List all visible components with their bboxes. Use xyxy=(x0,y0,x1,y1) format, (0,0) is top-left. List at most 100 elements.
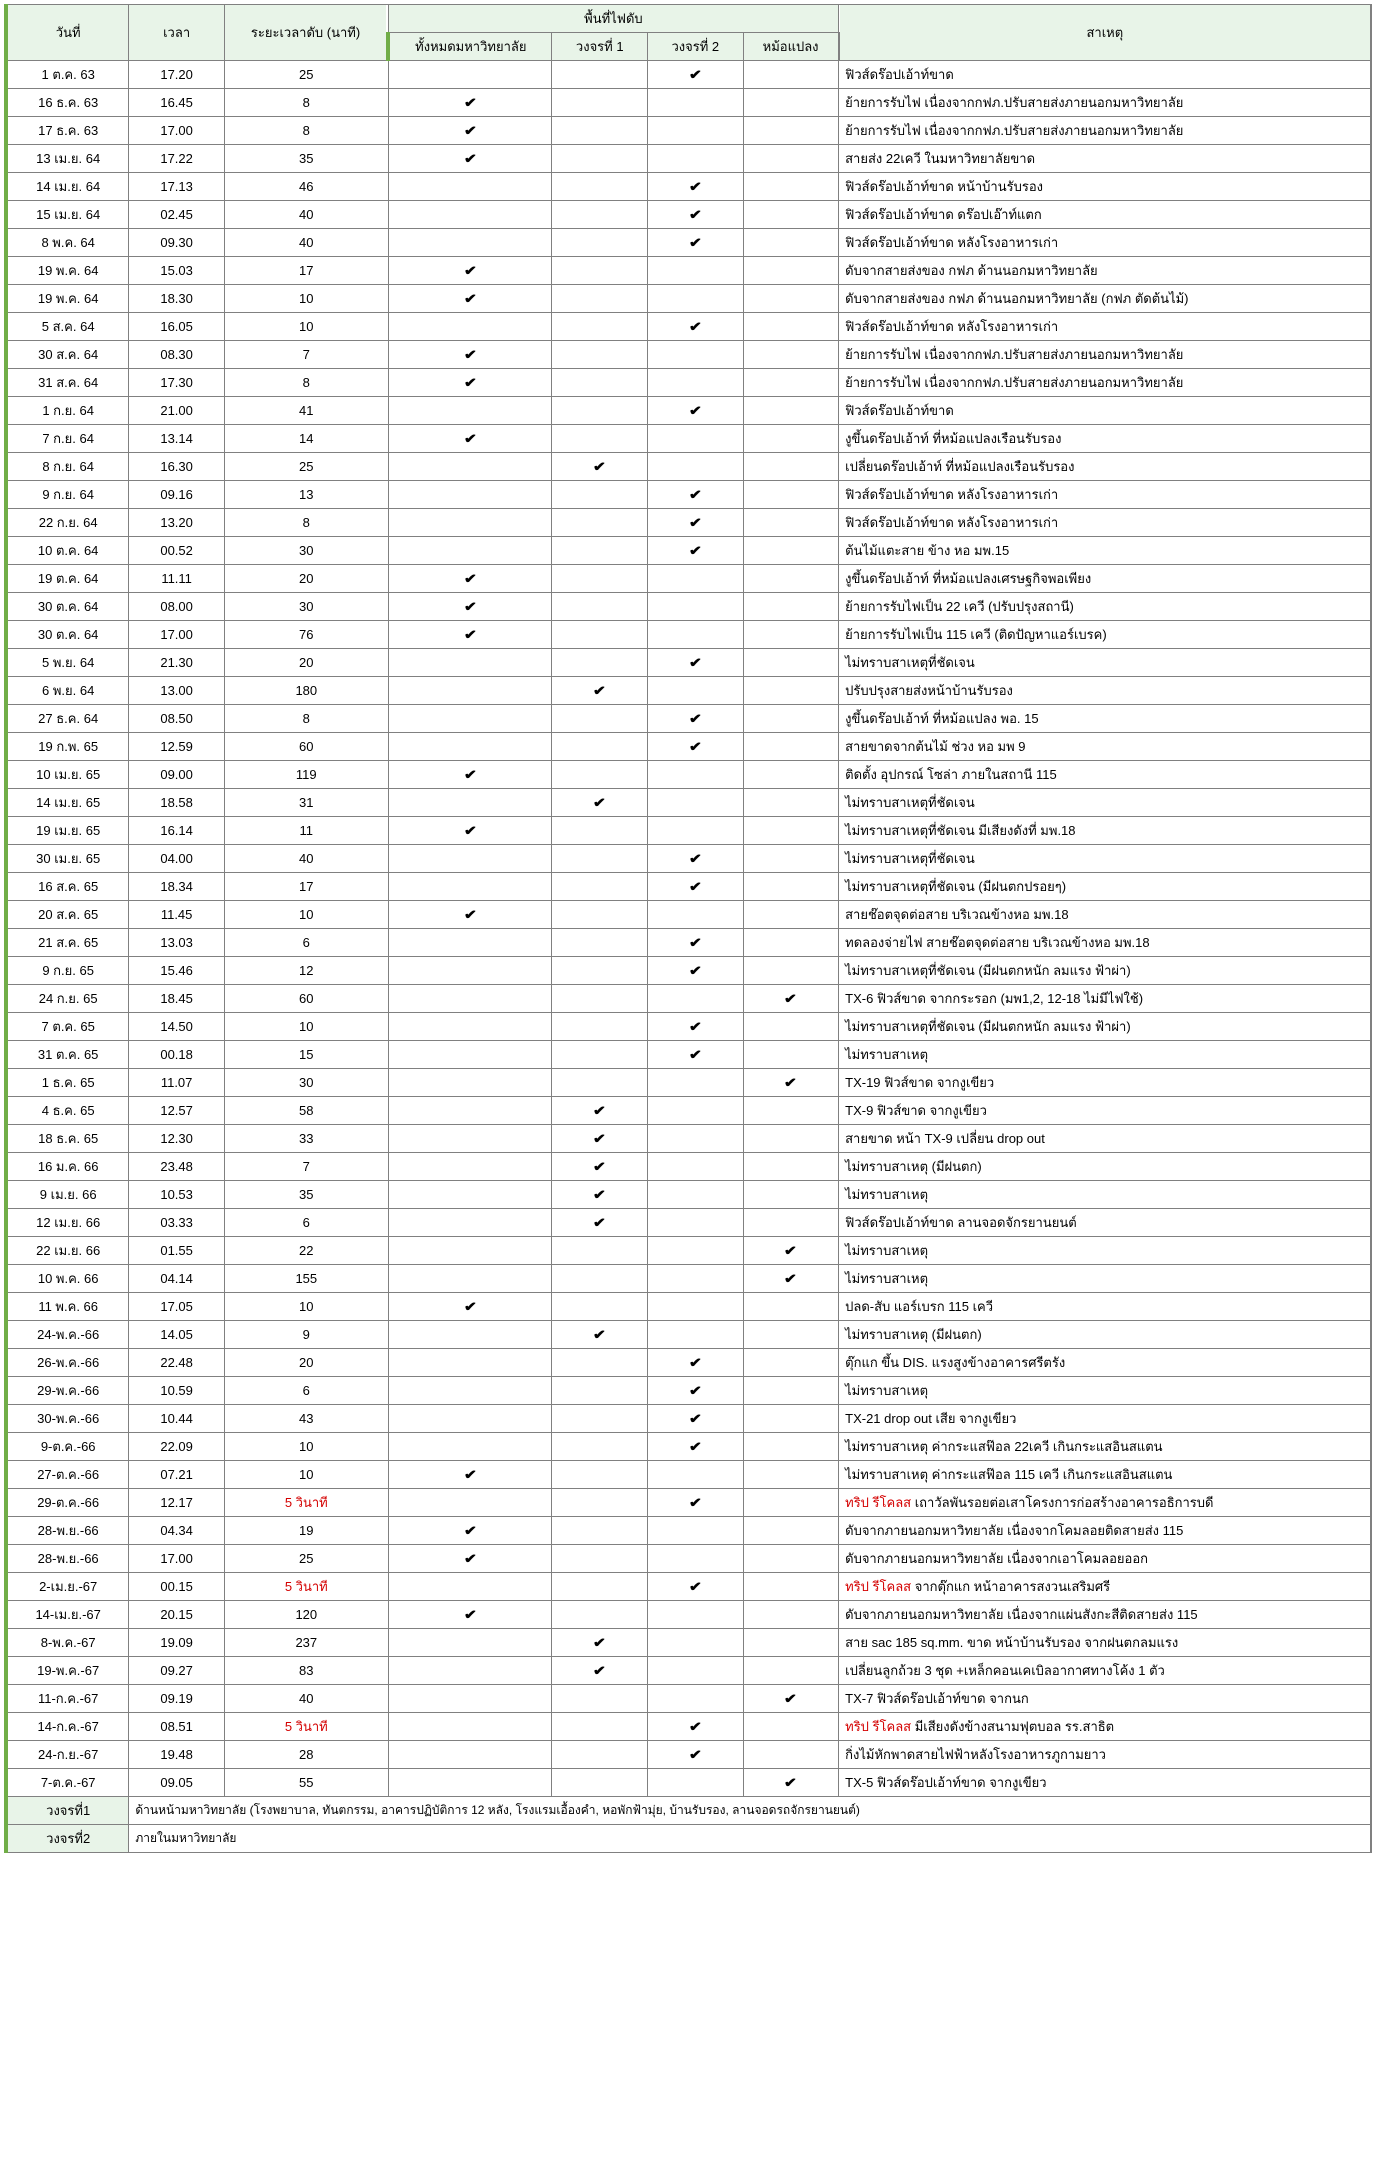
cell-area xyxy=(743,1545,839,1573)
cell-time: 16.05 xyxy=(129,313,225,341)
cell-reason: ย้ายการรับไฟเป็น 115 เควี (ติดปัญหาแอร์เ… xyxy=(839,621,1371,649)
cell-duration: 46 xyxy=(224,173,388,201)
cell-area xyxy=(648,1545,744,1573)
cell-duration: 10 xyxy=(224,1293,388,1321)
cell-date: 10 เม.ย. 65 xyxy=(6,761,129,789)
cell-area xyxy=(743,901,839,929)
table-row: 30 ส.ค. 6408.307✔ย้ายการรับไฟ เนื่องจากก… xyxy=(6,341,1371,369)
cell-reason: งูขึ้นดร๊อปเอ้าท์ ที่หม้อแปลงเศรษฐกิจพอเ… xyxy=(839,565,1371,593)
cell-area xyxy=(388,789,552,817)
cell-time: 00.18 xyxy=(129,1041,225,1069)
cell-duration: 7 xyxy=(224,341,388,369)
check-icon: ✔ xyxy=(464,571,477,587)
cell-date: 24-พ.ค.-66 xyxy=(6,1321,129,1349)
table-row: 20 ส.ค. 6511.4510✔สายช๊อตจุดต่อสาย บริเว… xyxy=(6,901,1371,929)
cell-reason: TX-5 ฟิวส์ดร๊อปเอ้าท์ขาด จากงูเขียว xyxy=(839,1769,1371,1797)
cell-duration: 33 xyxy=(224,1125,388,1153)
cell-reason: ฟิวส์ดร๊อปเอ้าท์ขาด หลังโรงอาหารเก่า xyxy=(839,313,1371,341)
cell-date: 27-ต.ค.-66 xyxy=(6,1461,129,1489)
check-icon: ✔ xyxy=(464,1467,477,1483)
cell-date: 14 เม.ย. 64 xyxy=(6,173,129,201)
table-row: 31 ต.ค. 6500.1815✔ไม่ทราบสาเหตุ xyxy=(6,1041,1371,1069)
cell-reason: สาย sac 185 sq.mm. ขาด หน้าบ้านรับรอง จา… xyxy=(839,1629,1371,1657)
cell-duration: 8 xyxy=(224,509,388,537)
cell-time: 13.03 xyxy=(129,929,225,957)
cell-area xyxy=(743,1657,839,1685)
cell-reason: กิ่งไม้หักพาดสายไฟฟ้าหลังโรงอาหารภูกามยา… xyxy=(839,1741,1371,1769)
cell-time: 17.20 xyxy=(129,61,225,89)
footer-c1-label: วงจรที่1 xyxy=(6,1797,129,1825)
cell-time: 12.57 xyxy=(129,1097,225,1125)
cell-time: 11.07 xyxy=(129,1069,225,1097)
cell-reason: ไม่ทราบสาเหตุที่ชัดเจน xyxy=(839,649,1371,677)
cell-area: ✔ xyxy=(388,817,552,845)
cell-time: 09.16 xyxy=(129,481,225,509)
cell-date: 31 ต.ค. 65 xyxy=(6,1041,129,1069)
cell-date: 1 ธ.ค. 65 xyxy=(6,1069,129,1097)
cell-duration: 60 xyxy=(224,733,388,761)
cell-time: 03.33 xyxy=(129,1209,225,1237)
check-icon: ✔ xyxy=(689,319,702,335)
cell-area: ✔ xyxy=(648,397,744,425)
cell-reason: ไม่ทราบสาเหตุที่ชัดเจน (มีฝนตกหนัก ลมแรง… xyxy=(839,1013,1371,1041)
cell-area xyxy=(552,761,648,789)
cell-area xyxy=(743,1181,839,1209)
cell-area: ✔ xyxy=(552,1125,648,1153)
cell-reason: ไม่ทราบสาเหตุ xyxy=(839,1041,1371,1069)
cell-area: ✔ xyxy=(388,1461,552,1489)
cell-time: 13.00 xyxy=(129,677,225,705)
cell-area xyxy=(743,145,839,173)
cell-area xyxy=(552,621,648,649)
cell-duration: 25 xyxy=(224,1545,388,1573)
cell-area xyxy=(743,677,839,705)
cell-area xyxy=(552,313,648,341)
cell-area: ✔ xyxy=(648,1741,744,1769)
cell-time: 08.50 xyxy=(129,705,225,733)
cell-reason: ไม่ทราบสาเหตุที่ชัดเจน xyxy=(839,789,1371,817)
cell-area xyxy=(743,285,839,313)
cell-area xyxy=(552,1573,648,1601)
check-icon: ✔ xyxy=(593,1187,606,1203)
cell-area xyxy=(552,481,648,509)
table-row: 28-พ.ย.-6617.0025✔ดับจากภายนอกมหาวิทยาลั… xyxy=(6,1545,1371,1573)
table-row: 1 ต.ค. 6317.2025✔ฟิวส์ดร๊อปเอ้าท์ขาด xyxy=(6,61,1371,89)
cell-reason: ย้ายการรับไฟ เนื่องจากกฟภ.ปรับสายส่งภายน… xyxy=(839,89,1371,117)
cell-date: 7-ต.ค.-67 xyxy=(6,1769,129,1797)
cell-date: 15 เม.ย. 64 xyxy=(6,201,129,229)
cell-area xyxy=(552,229,648,257)
table-header: วันที่ เวลา ระยะเวลาดับ (นาที) พื้นที่ไฟ… xyxy=(6,5,1371,61)
cell-date: 19 เม.ย. 65 xyxy=(6,817,129,845)
cell-date: 24 ก.ย. 65 xyxy=(6,985,129,1013)
cell-area: ✔ xyxy=(648,201,744,229)
table-row: 24 ก.ย. 6518.4560✔TX-6 ฟิวส์ขาด จากกระรอ… xyxy=(6,985,1371,1013)
cell-duration: 40 xyxy=(224,1685,388,1713)
cell-area xyxy=(388,1769,552,1797)
cell-area: ✔ xyxy=(388,593,552,621)
cell-area xyxy=(743,117,839,145)
cell-date: 7 ก.ย. 64 xyxy=(6,425,129,453)
cell-area: ✔ xyxy=(552,453,648,481)
table-row: 9 ก.ย. 6409.1613✔ฟิวส์ดร๊อปเอ้าท์ขาด หลั… xyxy=(6,481,1371,509)
cell-time: 13.14 xyxy=(129,425,225,453)
table-row: 24-ก.ย.-6719.4828✔กิ่งไม้หักพาดสายไฟฟ้าห… xyxy=(6,1741,1371,1769)
cell-area xyxy=(552,201,648,229)
cell-area xyxy=(552,817,648,845)
cell-area xyxy=(648,1293,744,1321)
cell-reason: ปรับปรุงสายส่งหน้าบ้านรับรอง xyxy=(839,677,1371,705)
table-row: 19 ต.ค. 6411.1120✔งูขึ้นดร๊อปเอ้าท์ ที่ห… xyxy=(6,565,1371,593)
cell-area xyxy=(743,621,839,649)
cell-area: ✔ xyxy=(648,1405,744,1433)
cell-area xyxy=(388,509,552,537)
cell-time: 22.48 xyxy=(129,1349,225,1377)
table-row: 9-ต.ค.-6622.0910✔ไม่ทราบสาเหตุ ค่ากระแสฟ… xyxy=(6,1433,1371,1461)
table-row: 8 ก.ย. 6416.3025✔เปลี่ยนดร๊อปเอ้าท์ ที่ห… xyxy=(6,453,1371,481)
cell-reason: TX-6 ฟิวส์ขาด จากกระรอก (มพ1,2, 12-18 ไม… xyxy=(839,985,1371,1013)
cell-area xyxy=(743,733,839,761)
header-area-all: ทั้งหมดมหาวิทยาลัย xyxy=(388,33,552,61)
cell-reason: ปลด-สับ แอร์เบรก 115 เควี xyxy=(839,1293,1371,1321)
cell-date: 17 ธ.ค. 63 xyxy=(6,117,129,145)
check-icon: ✔ xyxy=(464,1551,477,1567)
cell-reason: งูขึ้นดร๊อปเอ้าท์ ที่หม้อแปลงเรือนรับรอง xyxy=(839,425,1371,453)
cell-area xyxy=(743,1601,839,1629)
cell-reason: TX-7 ฟิวส์ดร๊อปเอ้าท์ขาด จากนก xyxy=(839,1685,1371,1713)
